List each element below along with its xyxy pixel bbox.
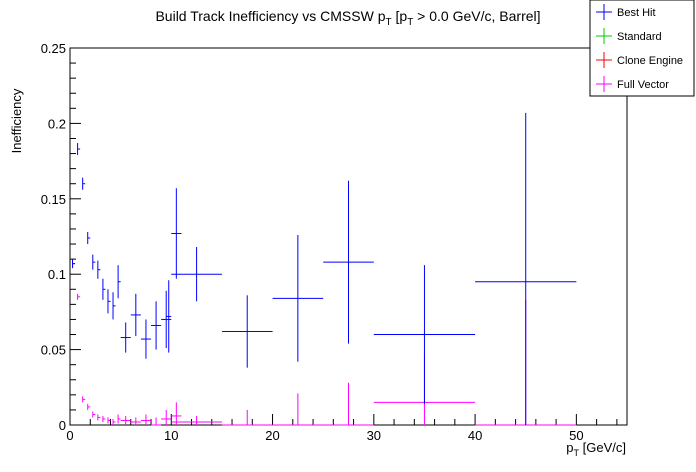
data-point	[171, 402, 182, 425]
data-point	[130, 417, 141, 425]
legend-entry: Clone Engine	[596, 52, 683, 68]
data-series	[72, 112, 577, 426]
legend-entry: Standard	[596, 28, 662, 44]
data-point	[120, 322, 131, 353]
data-point	[151, 301, 162, 350]
data-point	[161, 409, 172, 425]
chart-title: Build Track Inefficiency vs CMSSW pT [pT…	[155, 8, 540, 28]
data-point	[323, 382, 374, 426]
y-tick-label: 0.25	[41, 41, 66, 56]
data-point	[97, 414, 101, 421]
legend: Best Hit Standard Clone Engine Full Vector	[589, 0, 695, 97]
data-point	[166, 280, 172, 353]
y-tick-label: 0.15	[41, 192, 66, 207]
data-point	[117, 265, 121, 299]
xlabel-part-2: [GeV/c]	[579, 440, 626, 455]
x-axis-label: pT [GeV/c]	[566, 440, 626, 458]
x-tick-label: 50	[569, 428, 583, 443]
y-tick-label: 0.2	[48, 116, 66, 131]
x-tick-label: 10	[164, 428, 178, 443]
data-point	[77, 143, 81, 156]
data-point	[77, 293, 81, 300]
data-point	[221, 295, 273, 368]
title-sub-1: T	[386, 17, 392, 28]
data-point	[161, 290, 172, 349]
y-axis-label: Inefficiency	[9, 88, 24, 153]
data-point	[323, 180, 374, 344]
title-part-0: Build Track Inefficiency vs CMSSW p	[155, 8, 385, 24]
data-point	[112, 418, 116, 425]
data-point	[107, 417, 111, 424]
legend-label: Standard	[617, 31, 662, 43]
data-point	[171, 247, 222, 302]
data-point	[130, 293, 141, 337]
data-point	[112, 292, 116, 320]
data-point	[171, 188, 182, 279]
data-point	[117, 414, 121, 424]
data-point	[82, 177, 86, 190]
data-point	[373, 265, 476, 404]
data-point	[140, 319, 152, 359]
xlabel-part-0: p	[566, 440, 573, 455]
x-tick-label: 40	[468, 428, 482, 443]
xlabel-sub-1: T	[574, 448, 580, 458]
data-point	[92, 254, 96, 270]
data-point	[151, 417, 162, 426]
legend-box	[589, 0, 695, 97]
title-part-2: [p	[392, 8, 408, 24]
y-tick-label: 0.1	[48, 267, 66, 282]
legend-entry: Best Hit	[596, 4, 656, 20]
legend-items: Best Hit Standard Clone Engine Full Vector	[596, 4, 683, 92]
data-point	[92, 411, 96, 418]
data-point	[82, 396, 86, 403]
x-tick-label: 20	[265, 428, 279, 443]
data-point	[72, 259, 76, 269]
y-axis: 0 0.05 0.1 0.15 0.2 0.25	[41, 41, 81, 433]
x-axis: 0 10 20 30 40 50	[66, 414, 618, 443]
title-sub-3: T	[407, 17, 413, 28]
x-tick-label: 0	[66, 428, 73, 443]
data-point	[87, 403, 91, 410]
legend-label: Clone Engine	[617, 55, 683, 67]
data-point	[97, 260, 101, 279]
legend-label: Full Vector	[617, 79, 669, 91]
data-point	[102, 415, 106, 422]
data-point	[120, 415, 131, 425]
data-point	[140, 414, 152, 425]
title-part-4: > 0.0 GeV/c, Barrel]	[413, 8, 540, 24]
data-point	[171, 415, 222, 425]
data-point	[272, 234, 324, 362]
data-point	[87, 231, 91, 245]
data-point	[107, 289, 111, 314]
series-best-hit	[72, 112, 577, 425]
legend-label: Best Hit	[617, 7, 656, 19]
legend-entry: Full Vector	[596, 76, 669, 92]
y-tick-label: 0	[59, 418, 66, 433]
x-tick-label: 30	[367, 428, 381, 443]
data-point	[221, 409, 273, 426]
data-point	[475, 112, 577, 425]
y-tick-label: 0.05	[41, 343, 66, 358]
data-point	[272, 393, 324, 426]
data-point	[102, 278, 106, 300]
